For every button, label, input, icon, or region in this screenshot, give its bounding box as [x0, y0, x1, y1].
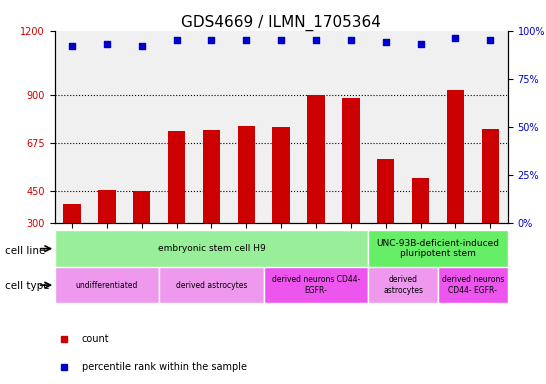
- Point: [242, 37, 251, 43]
- Point: [277, 37, 286, 43]
- Text: cell line: cell line: [5, 246, 46, 256]
- Bar: [63, 204, 81, 287]
- Point: [172, 37, 181, 43]
- Point: [486, 37, 495, 43]
- FancyBboxPatch shape: [264, 267, 369, 303]
- Bar: [307, 95, 325, 287]
- Text: derived astrocytes: derived astrocytes: [176, 281, 247, 290]
- Bar: [133, 191, 151, 287]
- Point: [416, 41, 425, 47]
- Bar: [203, 130, 220, 287]
- FancyBboxPatch shape: [369, 267, 438, 303]
- Point: [451, 35, 460, 41]
- Text: derived neurons
CD44- EGFR-: derived neurons CD44- EGFR-: [442, 275, 504, 295]
- Bar: [412, 178, 429, 287]
- Point: [382, 39, 390, 45]
- FancyBboxPatch shape: [55, 267, 159, 303]
- Point: [347, 37, 355, 43]
- Point: [68, 43, 76, 49]
- Title: GDS4669 / ILMN_1705364: GDS4669 / ILMN_1705364: [181, 15, 381, 31]
- Bar: [168, 131, 185, 287]
- Text: derived
astrocytes: derived astrocytes: [383, 275, 423, 295]
- Text: cell type: cell type: [5, 281, 50, 291]
- FancyBboxPatch shape: [159, 267, 264, 303]
- Text: undifferentiated: undifferentiated: [76, 281, 138, 290]
- Text: percentile rank within the sample: percentile rank within the sample: [82, 362, 247, 372]
- Bar: [98, 190, 116, 287]
- Bar: [482, 129, 499, 287]
- Bar: [377, 159, 394, 287]
- Point: [312, 37, 321, 43]
- FancyBboxPatch shape: [369, 230, 508, 267]
- Point: [207, 37, 216, 43]
- Text: UNC-93B-deficient-induced
pluripotent stem: UNC-93B-deficient-induced pluripotent st…: [377, 239, 500, 258]
- Bar: [238, 126, 255, 287]
- Bar: [447, 91, 464, 287]
- FancyBboxPatch shape: [55, 230, 369, 267]
- Text: embryonic stem cell H9: embryonic stem cell H9: [158, 244, 265, 253]
- Bar: [342, 98, 360, 287]
- Point: [138, 43, 146, 49]
- FancyBboxPatch shape: [438, 267, 508, 303]
- Text: count: count: [82, 334, 109, 344]
- Point: [103, 41, 111, 47]
- Text: derived neurons CD44-
EGFR-: derived neurons CD44- EGFR-: [272, 275, 360, 295]
- Bar: [272, 127, 290, 287]
